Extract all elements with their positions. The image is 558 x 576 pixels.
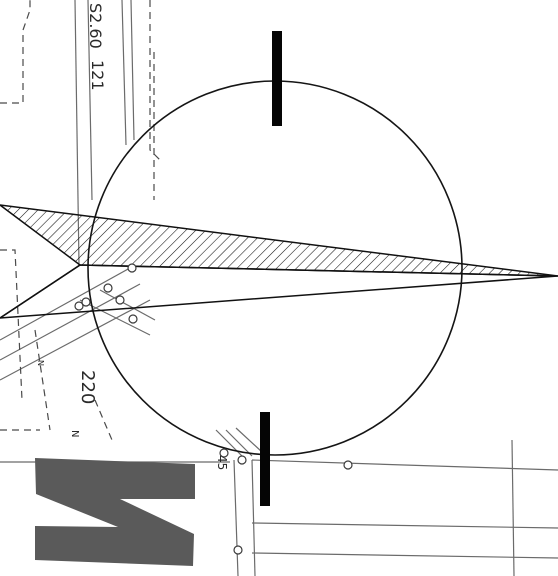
label-s260: S2.60 bbox=[86, 3, 105, 49]
label-45: 45 bbox=[215, 455, 229, 470]
survey-nodes bbox=[74, 263, 353, 555]
map-labels: S2.60 121 220 N 45 N bbox=[36, 3, 229, 470]
north-arrow-icon bbox=[35, 458, 195, 566]
wedge-edge-line bbox=[0, 264, 81, 319]
label-220: 220 bbox=[77, 370, 98, 404]
bottom-tick-mark bbox=[260, 412, 270, 506]
label-n-small-2: N bbox=[36, 360, 45, 366]
label-121: 121 bbox=[88, 60, 107, 91]
top-tick-mark bbox=[272, 31, 282, 126]
label-n-small-1: N bbox=[69, 430, 80, 437]
